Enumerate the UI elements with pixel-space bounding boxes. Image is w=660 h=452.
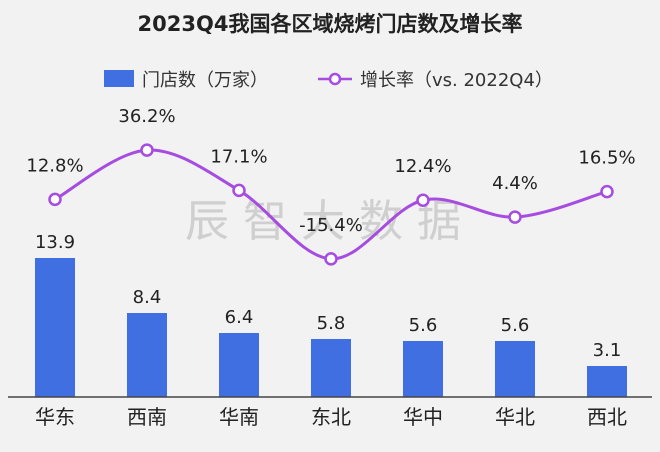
bar-value-label: 6.4: [225, 307, 254, 328]
growth-rate-point: [508, 210, 522, 224]
growth-rate-label: 12.8%: [26, 155, 83, 176]
category-label: 华中: [403, 405, 443, 429]
growth-rate-point: [600, 184, 614, 199]
category-label: 西北: [587, 405, 627, 429]
category-label: 华南: [219, 405, 259, 429]
category-label: 西南: [127, 405, 167, 429]
bar: [35, 258, 75, 397]
chart-title: 2023Q4我国各区域烧烤门店数及增长率: [138, 12, 523, 36]
growth-rate-label: -15.4%: [299, 215, 363, 236]
bar-value-label: 3.1: [593, 340, 622, 361]
bar-value-label: 5.8: [317, 313, 346, 334]
category-label: 东北: [311, 405, 351, 429]
bar-value-label: 8.4: [133, 287, 162, 308]
bar: [219, 333, 259, 397]
bar-value-labels: 13.9 8.4 6.4 5.8 5.6 5.6 3.1: [35, 232, 621, 361]
bar: [403, 341, 443, 397]
bar-value-label: 13.9: [35, 232, 75, 253]
growth-rate-labels: 12.8% 36.2% 17.1% -15.4% 12.4% 4.4% 16.5%: [26, 106, 635, 236]
legend-line-marker: [328, 72, 342, 86]
growth-rate-label: 12.4%: [394, 156, 451, 177]
growth-rate-label: 36.2%: [118, 106, 175, 127]
growth-rate-label: 17.1%: [210, 146, 267, 167]
bar-value-label: 5.6: [501, 315, 530, 336]
growth-rate-points: [48, 143, 614, 266]
legend-bar-swatch: [104, 70, 134, 87]
growth-rate-point: [140, 143, 154, 157]
legend-line-label: 增长率（vs. 2022Q4）: [360, 70, 553, 91]
bar: [495, 341, 535, 397]
category-label: 华东: [35, 405, 75, 429]
bar: [587, 366, 627, 397]
growth-rate-point: [48, 192, 62, 207]
growth-rate-point: [324, 252, 338, 266]
bar: [311, 339, 351, 397]
legend-bar-label: 门店数（万家）: [142, 70, 268, 91]
bar-value-label: 5.6: [409, 315, 438, 336]
growth-rate-label: 16.5%: [578, 148, 635, 169]
category-label: 华北: [495, 405, 535, 429]
category-labels: 华东 西南 华南 东北 华中 华北 西北: [35, 405, 627, 429]
bar: [127, 313, 167, 397]
growth-rate-label: 4.4%: [492, 173, 538, 194]
legend: 门店数（万家） 增长率（vs. 2022Q4）: [104, 70, 553, 91]
bar-series: [35, 258, 627, 397]
growth-rate-point: [416, 193, 430, 207]
growth-rate-point: [232, 183, 246, 198]
